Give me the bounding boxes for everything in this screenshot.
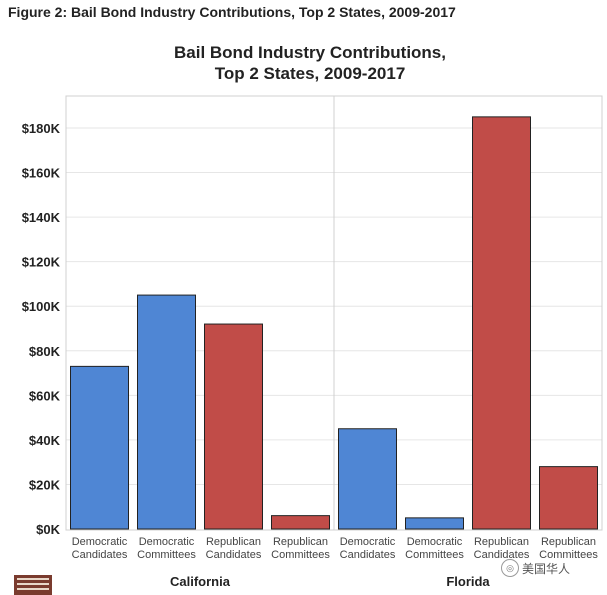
x-tick-label: Committees bbox=[539, 549, 598, 561]
watermark: ◎ 美国华人 bbox=[501, 559, 570, 577]
group-label: California bbox=[170, 574, 231, 589]
x-tick-label: Republican bbox=[206, 536, 261, 548]
x-tick-label: Republican bbox=[541, 536, 596, 548]
y-tick-label: $140K bbox=[22, 210, 61, 225]
y-tick-label: $180K bbox=[22, 121, 61, 136]
chart-title-line-1: Bail Bond Industry Contributions, bbox=[174, 43, 446, 62]
x-tick-label: Candidates bbox=[474, 549, 530, 561]
bar bbox=[137, 294, 196, 530]
x-tick-label: Committees bbox=[137, 549, 196, 561]
watermark-text: 美国华人 bbox=[522, 561, 571, 576]
x-tick-label: Committees bbox=[271, 549, 330, 561]
group-label: Florida bbox=[446, 574, 490, 589]
y-tick-label: $100K bbox=[22, 299, 61, 314]
bar bbox=[204, 323, 263, 530]
bar bbox=[405, 517, 464, 530]
x-tick-label: Candidates bbox=[72, 549, 128, 561]
x-tick-label: Republican bbox=[474, 536, 529, 548]
x-tick-label: Committees bbox=[405, 549, 464, 561]
publisher-logo bbox=[14, 575, 52, 595]
y-tick-label: $160K bbox=[22, 166, 61, 181]
x-tick-label: Democratic bbox=[139, 536, 195, 548]
x-tick-label: Democratic bbox=[72, 536, 128, 548]
figure-caption: Figure 2: Bail Bond Industry Contributio… bbox=[8, 4, 456, 20]
bar bbox=[271, 515, 330, 530]
y-tick-label: $60K bbox=[29, 388, 61, 403]
y-tick-label: $40K bbox=[29, 433, 61, 448]
y-tick-label: $0K bbox=[36, 522, 60, 537]
y-tick-label: $120K bbox=[22, 255, 61, 270]
x-tick-label: Candidates bbox=[340, 549, 396, 561]
bar bbox=[70, 365, 129, 530]
chart-title-line-2: Top 2 States, 2009-2017 bbox=[214, 64, 406, 83]
x-tick-label: Democratic bbox=[340, 536, 396, 548]
x-tick-label: Candidates bbox=[206, 549, 262, 561]
bar bbox=[338, 428, 397, 530]
y-tick-label: $80K bbox=[29, 344, 61, 359]
wechat-icon: ◎ bbox=[501, 559, 519, 577]
x-tick-label: Democratic bbox=[407, 536, 463, 548]
bar bbox=[539, 466, 598, 530]
y-tick-label: $20K bbox=[29, 477, 61, 492]
bar bbox=[472, 116, 531, 530]
x-tick-label: Republican bbox=[273, 536, 328, 548]
chart-title: Bail Bond Industry Contributions, Top 2 … bbox=[100, 42, 520, 84]
